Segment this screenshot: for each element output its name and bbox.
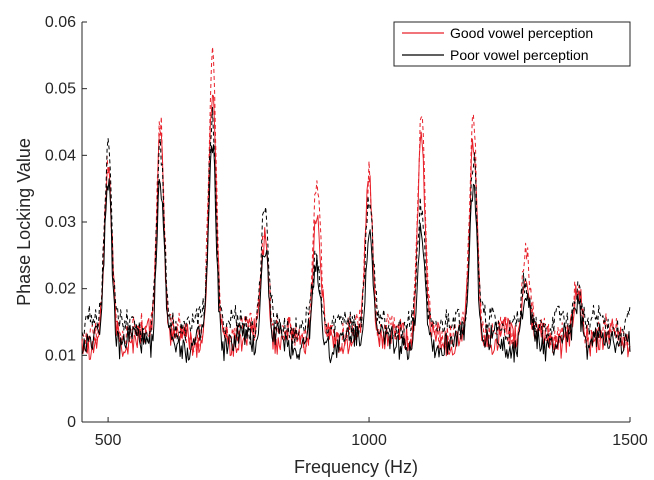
series-lines [81,46,631,364]
x-axis-label: Frequency (Hz) [294,457,418,477]
legend-label-poor: Poor vowel perception [450,47,589,63]
legend-label-good: Good vowel perception [450,25,593,41]
y-tick-label: 0.04 [45,147,76,164]
y-axis-label: Phase Locking Value [14,138,34,306]
y-tick-label: 0.02 [45,281,76,298]
legend-box [393,21,631,67]
series-line-poor-dashed [81,106,631,345]
y-tick-label: 0.03 [45,214,76,231]
y-tick-label: 0.01 [45,347,76,364]
x-ticks: 500 1000 1500 [95,417,648,449]
y-tick-label: 0 [67,414,76,431]
x-tick-label: 1000 [351,432,387,449]
y-tick-label: 0.05 [45,81,76,98]
x-tick-label: 1500 [612,432,648,449]
legend: Good vowel perception Poor vowel percept… [393,21,631,67]
y-ticks: 0 0.01 0.02 0.03 0.04 0.05 0.06 [45,14,87,431]
x-tick-label: 500 [95,432,122,449]
series-line-poor-solid [81,144,631,364]
y-tick-label: 0.06 [45,14,76,31]
series-line-good-dashed [81,46,631,354]
